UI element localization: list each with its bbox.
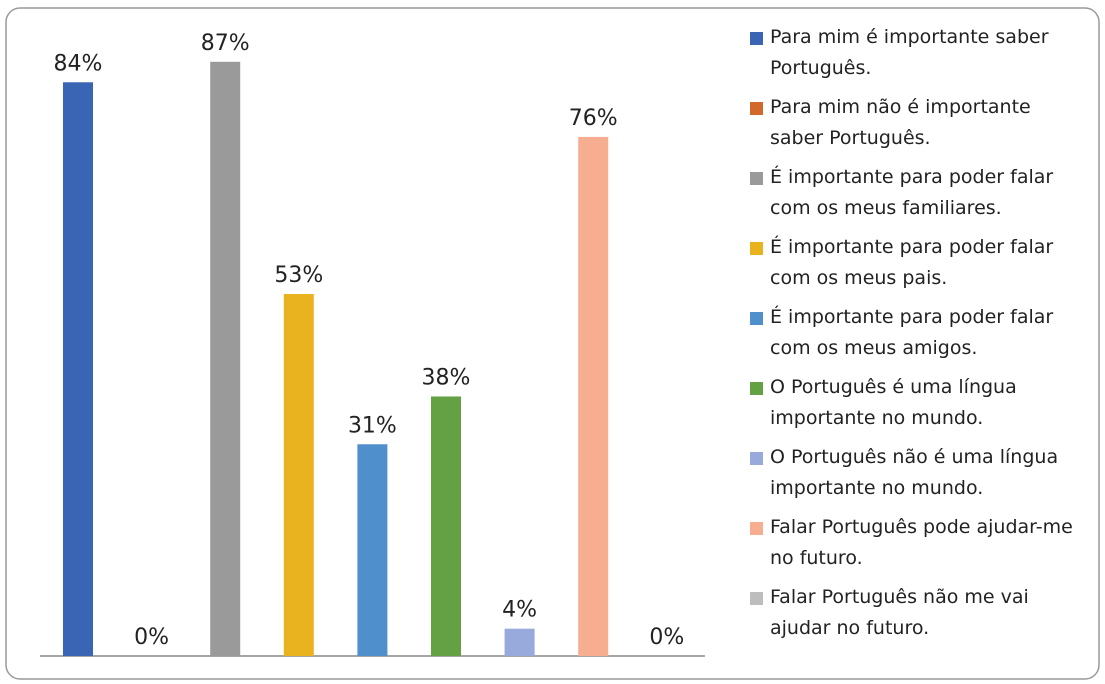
value-label: 38% (422, 365, 471, 390)
value-label: 0% (649, 625, 684, 650)
legend-label: É importante para poder falar com os meu… (770, 166, 1054, 219)
value-label: 84% (54, 51, 103, 76)
bar (63, 82, 93, 656)
value-label: 87% (201, 31, 250, 56)
legend-swatch (750, 452, 763, 465)
legend-label: Para mim não é importante saber Portuguê… (770, 96, 1031, 149)
legend-label: Falar Português pode ajudar-me no futuro… (770, 516, 1073, 569)
bar (431, 396, 461, 656)
legend-label: É importante para poder falar com os meu… (770, 236, 1054, 289)
legend-swatch (750, 522, 763, 535)
bar (504, 628, 535, 656)
value-label: 31% (348, 413, 397, 438)
legend-swatch (750, 382, 763, 395)
legend-swatch (750, 172, 763, 185)
value-label: 0% (134, 625, 169, 650)
legend-swatch (750, 102, 763, 115)
bar (210, 61, 241, 657)
value-label: 76% (569, 106, 618, 131)
legend-swatch (750, 592, 763, 605)
legend-label: É importante para poder falar com os meu… (770, 306, 1054, 359)
bar (357, 444, 388, 656)
legend-label: Falar Português não me vai ajudar no fut… (770, 586, 1029, 639)
legend-label: O Português é uma língua importante no m… (770, 376, 1017, 429)
legend-swatch (750, 242, 763, 255)
legend-label: Para mim é importante saber Português. (770, 26, 1049, 79)
value-label: 53% (274, 263, 323, 288)
legend-swatch (750, 32, 763, 45)
legend-label: O Português não é uma língua importante … (770, 446, 1059, 499)
bar (283, 294, 314, 656)
value-label: 4% (502, 598, 537, 623)
chart-border (5, 7, 1100, 680)
legend-swatch (750, 312, 763, 325)
bar (578, 136, 609, 657)
